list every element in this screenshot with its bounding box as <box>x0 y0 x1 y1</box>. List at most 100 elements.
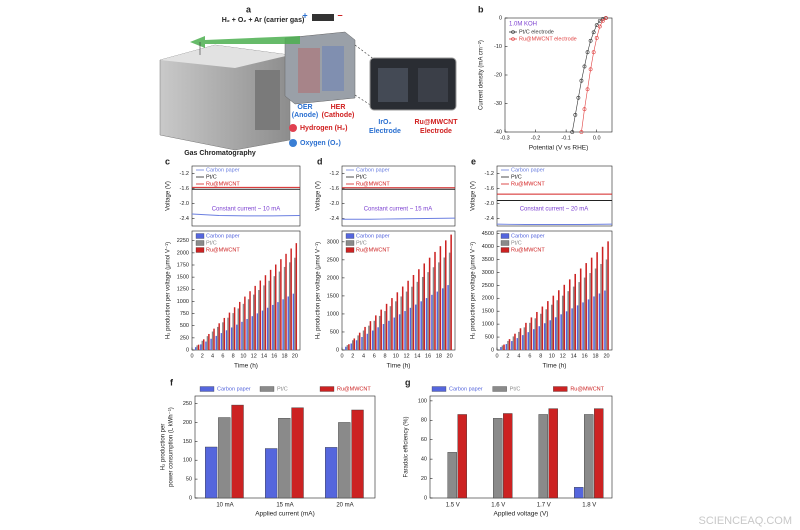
y-tick-label: 3500 <box>482 257 494 263</box>
marker <box>585 87 590 92</box>
chart: -1.2 -1.6 -2.0 -2.4 Voltage (V) Carbon paperP… <box>165 156 301 227</box>
x-tick-label: 6 <box>373 353 376 359</box>
marker <box>582 107 587 112</box>
legend-marker <box>511 30 515 34</box>
bar <box>457 414 467 499</box>
battery <box>312 14 334 21</box>
bar <box>290 248 292 350</box>
marker <box>594 36 599 40</box>
x-tick-label: 20 <box>292 353 298 359</box>
bar <box>230 327 233 350</box>
y-tick-label: 500 <box>180 323 189 329</box>
series-line <box>581 17 607 133</box>
legend-swatch <box>345 247 355 253</box>
legend-label: Pt/C <box>511 174 522 180</box>
bar <box>493 418 503 499</box>
bar <box>251 316 253 350</box>
y-tick-label: 500 <box>485 335 494 341</box>
bar <box>594 268 597 350</box>
bar <box>272 304 274 350</box>
bar <box>204 446 218 499</box>
bar <box>261 310 264 350</box>
bar <box>237 308 240 350</box>
x-axis-label: Time (h) <box>234 363 258 370</box>
bar <box>584 414 594 499</box>
annotation: Constant current ~ 20 mA <box>520 207 589 213</box>
bar <box>225 330 228 350</box>
bar <box>382 324 385 350</box>
bar <box>357 335 359 350</box>
x-axis-label: Applied current (mA) <box>255 511 315 518</box>
y-tick-label: 500 <box>330 329 339 335</box>
bar <box>385 303 388 350</box>
y-axis-label: Voltage (V) <box>316 181 322 211</box>
y-tick-label: 0 <box>424 495 427 501</box>
bar <box>604 290 606 350</box>
bar <box>353 338 356 350</box>
legend-swatch <box>195 247 205 253</box>
bar <box>220 333 223 350</box>
bar <box>525 322 527 350</box>
legend-label: Ru@MWCNT <box>511 181 545 187</box>
bar <box>208 333 210 350</box>
bar <box>254 285 256 350</box>
bar <box>396 292 399 350</box>
bar <box>278 271 281 350</box>
bar <box>549 320 551 350</box>
legend-swatch <box>199 386 215 392</box>
bar <box>445 240 447 350</box>
minus: − <box>337 10 342 20</box>
y-axis-label: Voltage (V) <box>166 181 172 211</box>
panel-label: d <box>317 156 323 166</box>
bar <box>593 296 595 350</box>
watermark: SCIENCEAQ.COM <box>698 515 792 527</box>
legend-label: Carbon paper <box>206 167 240 173</box>
bar <box>275 264 277 350</box>
marker <box>600 18 605 23</box>
y-tick-label: 0 <box>189 495 192 501</box>
chart: -1.2 -1.6 -2.0 -2.4 Voltage (V) Carbon paperP… <box>316 156 456 227</box>
bar <box>420 301 422 350</box>
bar <box>242 303 245 350</box>
x-tick-label: 2 <box>351 353 354 359</box>
x-tick-label: 18 <box>436 353 442 359</box>
plot-frame <box>341 165 456 227</box>
bar <box>405 291 408 350</box>
oer-label: OER <box>297 104 312 111</box>
bar <box>265 448 278 499</box>
bar <box>533 329 535 350</box>
bar <box>561 295 564 350</box>
x-tick-label: 12 <box>404 353 410 359</box>
plot-frame <box>341 230 456 351</box>
y-tick-label: -40 <box>494 129 502 135</box>
x-tick-label: 14 <box>571 353 577 359</box>
x-tick-label: 1.5 V <box>446 503 460 509</box>
legend-swatch <box>431 386 447 392</box>
bar <box>266 307 269 350</box>
bar <box>432 267 435 350</box>
oer-label: (Anode) <box>292 112 318 119</box>
bar <box>345 346 347 350</box>
y-tick-label: 150 <box>183 439 192 445</box>
x-tick-label: 1.6 V <box>491 503 505 509</box>
bar <box>554 317 557 350</box>
legend-label: Pt/C <box>277 386 288 392</box>
bar <box>264 275 267 350</box>
marker <box>582 64 587 69</box>
ru-label: Ru@MWCNT <box>415 119 459 126</box>
bar <box>508 339 511 350</box>
bar <box>364 326 366 350</box>
bar <box>291 407 304 499</box>
electrolyzer <box>284 31 356 105</box>
chart: 0 50 100 150 200 250 10 mA 15 mA 20 mA Applied cu… <box>161 377 376 518</box>
y-tick-label: -2.0 <box>330 201 339 207</box>
panel-label: e <box>471 156 476 166</box>
y-tick-label: 100 <box>183 458 192 464</box>
y-tick-label: 2000 <box>482 296 494 302</box>
bar <box>574 273 576 350</box>
x-tick-label: -0.2 <box>531 135 540 141</box>
bar <box>355 340 358 350</box>
y-tick-label: 1250 <box>177 287 189 293</box>
plus: + <box>302 10 307 20</box>
y-tick-label: -1.2 <box>180 171 189 177</box>
